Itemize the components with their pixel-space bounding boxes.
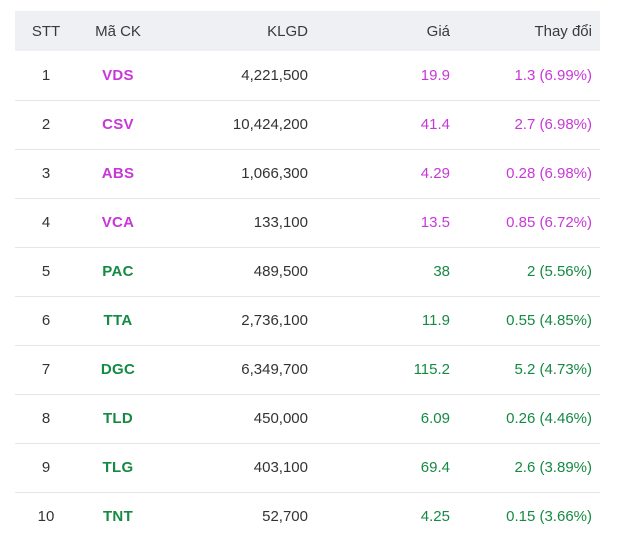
row-volume: 489,500 xyxy=(253,263,308,280)
row-volume: 10,424,200 xyxy=(232,116,308,133)
row-price: 6.09 xyxy=(420,410,450,427)
row-change: 0.55 (4.85%) xyxy=(506,312,592,329)
row-stock-code[interactable]: VCA xyxy=(101,214,135,231)
table-row[interactable]: 4 VCA 133,100 13.5 0.85 (6.72%) xyxy=(15,198,600,247)
row-change: 2.7 (6.98%) xyxy=(514,116,592,133)
row-price: 41.4 xyxy=(420,116,450,133)
stock-table-container: STT Mã CK KLGD Giá Thay đổi 1 VDS 4,221,50… xyxy=(15,11,600,541)
row-stock-code[interactable]: ABS xyxy=(101,165,135,182)
row-price: 38 xyxy=(433,263,450,280)
table-row[interactable]: 1 VDS 4,221,500 19.9 1.3 (6.99%) xyxy=(15,51,600,100)
row-price: 4.25 xyxy=(420,508,450,526)
row-volume: 2,736,100 xyxy=(241,312,308,329)
row-stock-code[interactable]: PAC xyxy=(102,263,134,280)
header-ma-ck: Mã CK xyxy=(95,22,141,40)
row-price: 19.9 xyxy=(420,66,450,84)
row-change: 5.2 (4.73%) xyxy=(514,361,592,378)
row-stock-code[interactable]: TLG xyxy=(102,459,134,476)
table-row[interactable]: 2 CSV 10,424,200 41.4 2.7 (6.98%) xyxy=(15,100,600,149)
row-volume: 52,700 xyxy=(262,508,308,526)
table-row[interactable]: 8 TLD 450,000 6.09 0.26 (4.46%) xyxy=(15,394,600,443)
row-volume: 133,100 xyxy=(253,214,308,231)
header-klgd: KLGD xyxy=(267,22,308,40)
header-gia: Giá xyxy=(426,22,450,40)
row-stock-code[interactable]: VDS xyxy=(102,66,134,84)
table-row[interactable]: 6 TTA 2,736,100 11.9 0.55 (4.85%) xyxy=(15,296,600,345)
row-stock-code[interactable]: TNT xyxy=(102,508,134,526)
header-thay-doi: Thay đổi xyxy=(534,22,592,40)
header-stt: STT xyxy=(31,22,61,40)
table-row[interactable]: 5 PAC 489,500 38 2 (5.56%) xyxy=(15,247,600,296)
table-body: 1 VDS 4,221,500 19.9 1.3 (6.99%) 2 CSV 10,424,2… xyxy=(15,51,600,541)
row-stock-code[interactable]: TLD xyxy=(102,410,134,427)
row-change: 2.6 (3.89%) xyxy=(514,459,592,476)
row-stt: 5 xyxy=(41,263,51,280)
row-stt: 3 xyxy=(41,165,51,182)
row-stt: 7 xyxy=(41,361,51,378)
table-row[interactable]: 7 DGC 6,349,700 115.2 5.2 (4.73%) xyxy=(15,345,600,394)
row-stt: 6 xyxy=(41,312,51,329)
row-stt: 9 xyxy=(41,459,51,476)
row-stock-code[interactable]: CSV xyxy=(102,116,134,133)
row-price: 13.5 xyxy=(420,214,450,231)
row-price: 11.9 xyxy=(421,312,450,329)
table-row[interactable]: 3 ABS 1,066,300 4.29 0.28 (6.98%) xyxy=(15,149,600,198)
row-volume: 403,100 xyxy=(253,459,308,476)
table-row[interactable]: 10 TNT 52,700 4.25 0.15 (3.66%) xyxy=(15,492,600,541)
row-change: 0.26 (4.46%) xyxy=(506,410,592,427)
row-volume: 450,000 xyxy=(253,410,308,427)
row-stock-code[interactable]: DGC xyxy=(100,361,136,378)
row-stock-code[interactable]: TTA xyxy=(103,312,133,329)
row-price: 69.4 xyxy=(420,459,450,476)
row-volume: 4,221,500 xyxy=(241,66,308,84)
row-change: 0.15 (3.66%) xyxy=(506,508,592,526)
row-stt: 4 xyxy=(41,214,51,231)
row-change: 0.28 (6.98%) xyxy=(506,165,592,182)
row-stt: 1 xyxy=(41,66,51,84)
row-stt: 2 xyxy=(41,116,51,133)
table-header-row: STT Mã CK KLGD Giá Thay đổi xyxy=(15,11,600,51)
row-stt: 10 xyxy=(37,508,55,526)
row-change: 2 (5.56%) xyxy=(526,263,592,280)
row-price: 4.29 xyxy=(420,165,450,182)
row-change: 0.85 (6.72%) xyxy=(506,214,592,231)
row-price: 115.2 xyxy=(413,361,450,378)
top-gainers-table: STT Mã CK KLGD Giá Thay đổi 1 VDS 4,221,50… xyxy=(15,11,600,541)
row-stt: 8 xyxy=(41,410,51,427)
row-volume: 1,066,300 xyxy=(241,165,308,182)
row-volume: 6,349,700 xyxy=(241,361,308,378)
row-change: 1.3 (6.99%) xyxy=(514,66,592,84)
table-row[interactable]: 9 TLG 403,100 69.4 2.6 (3.89%) xyxy=(15,443,600,492)
